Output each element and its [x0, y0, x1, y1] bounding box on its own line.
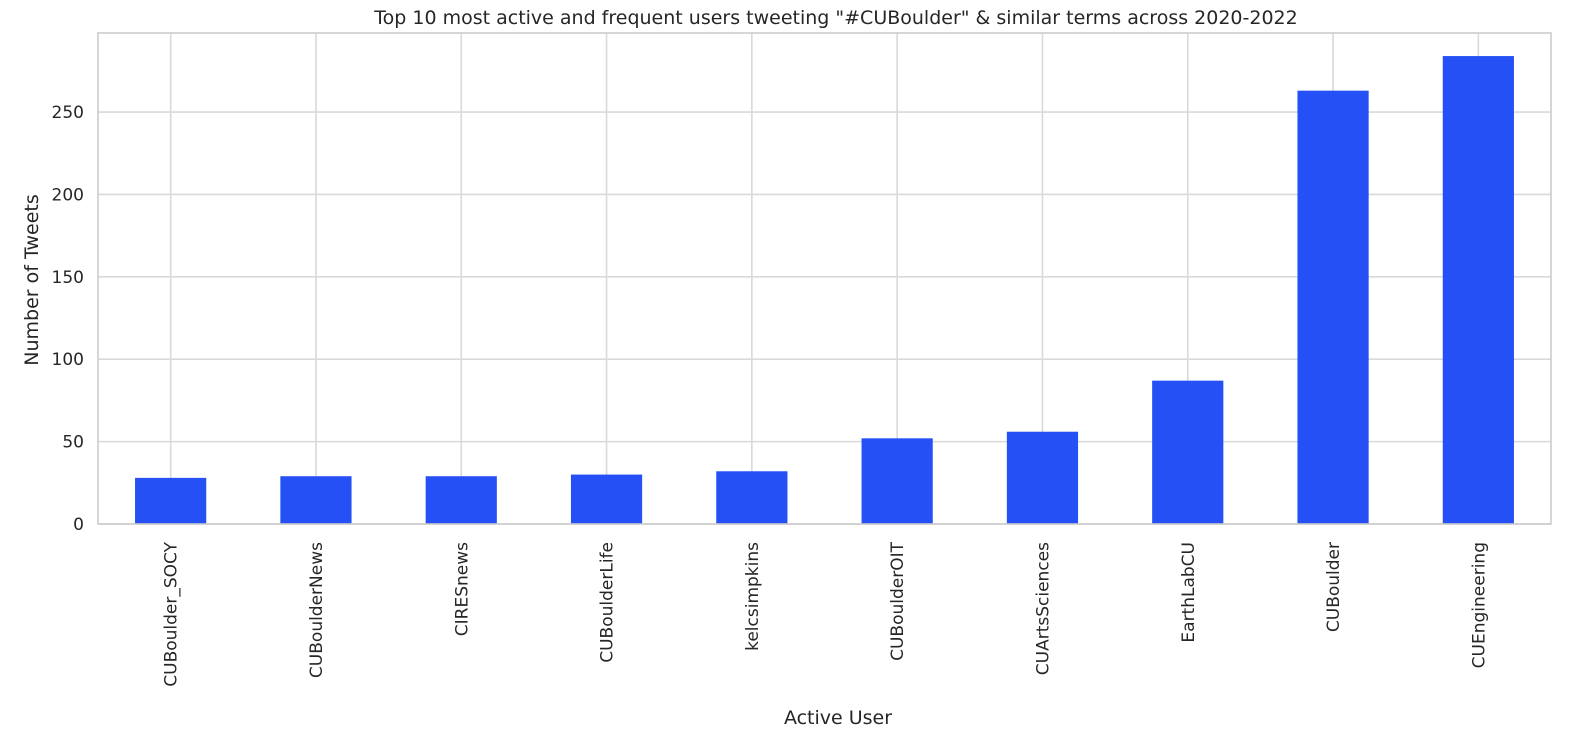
- bar-EarthLabCU: [1152, 380, 1224, 524]
- bar-CUBoulderNews: [280, 476, 352, 524]
- bar-CUBoulder_SOCY: [135, 477, 207, 524]
- x-tick-label: CUBoulderNews: [307, 542, 327, 678]
- y-tick-label: 50: [62, 433, 84, 453]
- x-tick-labels: CUBoulder_SOCY CUBoulderNews CIRESnews CUBo…: [162, 541, 1490, 686]
- x-tick-label: CUBoulder: [1324, 542, 1344, 632]
- x-tick-label: CUArtsSciences: [1033, 542, 1053, 675]
- bars: [135, 56, 1514, 525]
- x-tick-label: kelcsimpkins: [743, 542, 763, 651]
- x-tick-label: EarthLabCU: [1179, 542, 1199, 643]
- bar-kelcsimpkins: [716, 471, 788, 524]
- x-tick-label: CUBoulder_SOCY: [162, 541, 182, 686]
- bar-CUArtsSciences: [1006, 431, 1079, 524]
- x-tick-label: CIRESnews: [452, 542, 472, 636]
- bar-CUBoulder: [1297, 90, 1369, 524]
- y-tick-labels: 0 50 100 150 200 250: [52, 103, 84, 535]
- bar-CUBoulderOIT: [861, 438, 933, 524]
- x-tick-label: CUEngineering: [1469, 542, 1489, 668]
- y-axis-label: Number of Tweets: [21, 194, 43, 365]
- y-tick-label: 200: [52, 185, 84, 205]
- x-axis-label: Active User: [784, 707, 892, 729]
- y-tick-label: 0: [73, 515, 84, 535]
- bar-CUBoulderLife: [570, 474, 643, 524]
- bar-CUEngineering: [1442, 56, 1514, 525]
- y-tick-label: 100: [52, 350, 84, 370]
- bar-CIRESnews: [425, 476, 497, 524]
- y-tick-label: 150: [52, 268, 84, 288]
- x-tick-label: CUBoulderLife: [598, 542, 618, 663]
- chart-title: Top 10 most active and frequent users tw…: [373, 7, 1297, 29]
- plot-frame: [97, 32, 1552, 525]
- x-tick-label: CUBoulderOIT: [888, 541, 908, 661]
- y-tick-label: 250: [52, 103, 84, 123]
